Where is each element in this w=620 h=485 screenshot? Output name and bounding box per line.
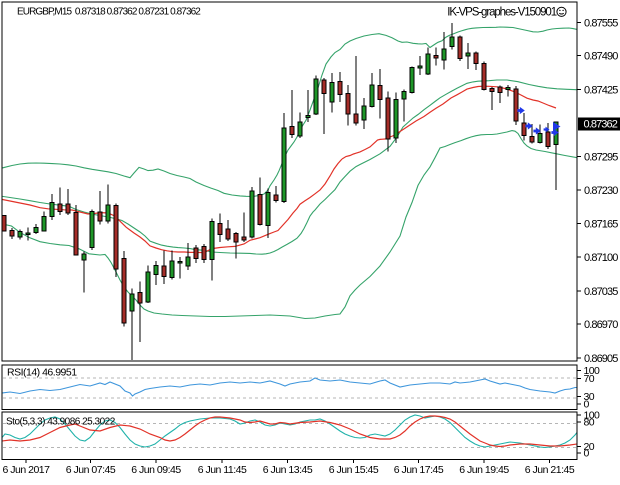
- svg-text:0.87035: 0.87035: [584, 286, 618, 298]
- svg-text:6 Jun 09:45: 6 Jun 09:45: [131, 464, 181, 476]
- svg-text:6 Jun 13:45: 6 Jun 13:45: [263, 464, 313, 476]
- svg-text:0: 0: [584, 448, 590, 460]
- svg-text:80: 80: [584, 417, 595, 429]
- svg-text:6 Jun 21:45: 6 Jun 21:45: [525, 464, 575, 476]
- svg-text:6 Jun 2017: 6 Jun 2017: [3, 464, 51, 476]
- svg-text:100: 100: [584, 410, 600, 422]
- svg-text:0.87230: 0.87230: [584, 185, 618, 197]
- svg-text:0.87100: 0.87100: [584, 252, 618, 264]
- svg-text:6 Jun 15:45: 6 Jun 15:45: [329, 464, 379, 476]
- svg-text:6 Jun 19:45: 6 Jun 19:45: [459, 464, 509, 476]
- svg-text:Sto(5,3,3) 43.9086 25.3022: Sto(5,3,3) 43.9086 25.3022: [6, 417, 116, 428]
- svg-text:IK-VPS-graphes-V150901: IK-VPS-graphes-V150901: [447, 7, 556, 19]
- svg-text:0.87362: 0.87362: [584, 119, 618, 131]
- svg-text:6 Jun 07:45: 6 Jun 07:45: [66, 464, 116, 476]
- svg-text:70: 70: [584, 373, 595, 385]
- svg-text:0.86905: 0.86905: [584, 353, 618, 365]
- svg-text:EURGBP,M15 0.87318 0.87362 0.: EURGBP,M15 0.87318 0.87362 0.87231 0.873…: [17, 7, 201, 18]
- svg-text:6 Jun 11:45: 6 Jun 11:45: [198, 464, 247, 476]
- svg-text:0.87165: 0.87165: [584, 218, 618, 230]
- svg-text:0: 0: [584, 399, 590, 411]
- svg-text:0.87425: 0.87425: [584, 85, 618, 97]
- svg-text:0.87490: 0.87490: [584, 51, 618, 63]
- svg-text:20: 20: [584, 441, 595, 453]
- svg-text:0.86970: 0.86970: [584, 319, 618, 331]
- svg-text:0.87295: 0.87295: [584, 151, 618, 163]
- svg-text:6 Jun 17:45: 6 Jun 17:45: [394, 464, 444, 476]
- svg-text:RSI(14) 46.9951: RSI(14) 46.9951: [7, 367, 77, 379]
- svg-text:100: 100: [584, 365, 600, 377]
- svg-text:0.87555: 0.87555: [584, 18, 618, 30]
- svg-text:30: 30: [584, 391, 595, 403]
